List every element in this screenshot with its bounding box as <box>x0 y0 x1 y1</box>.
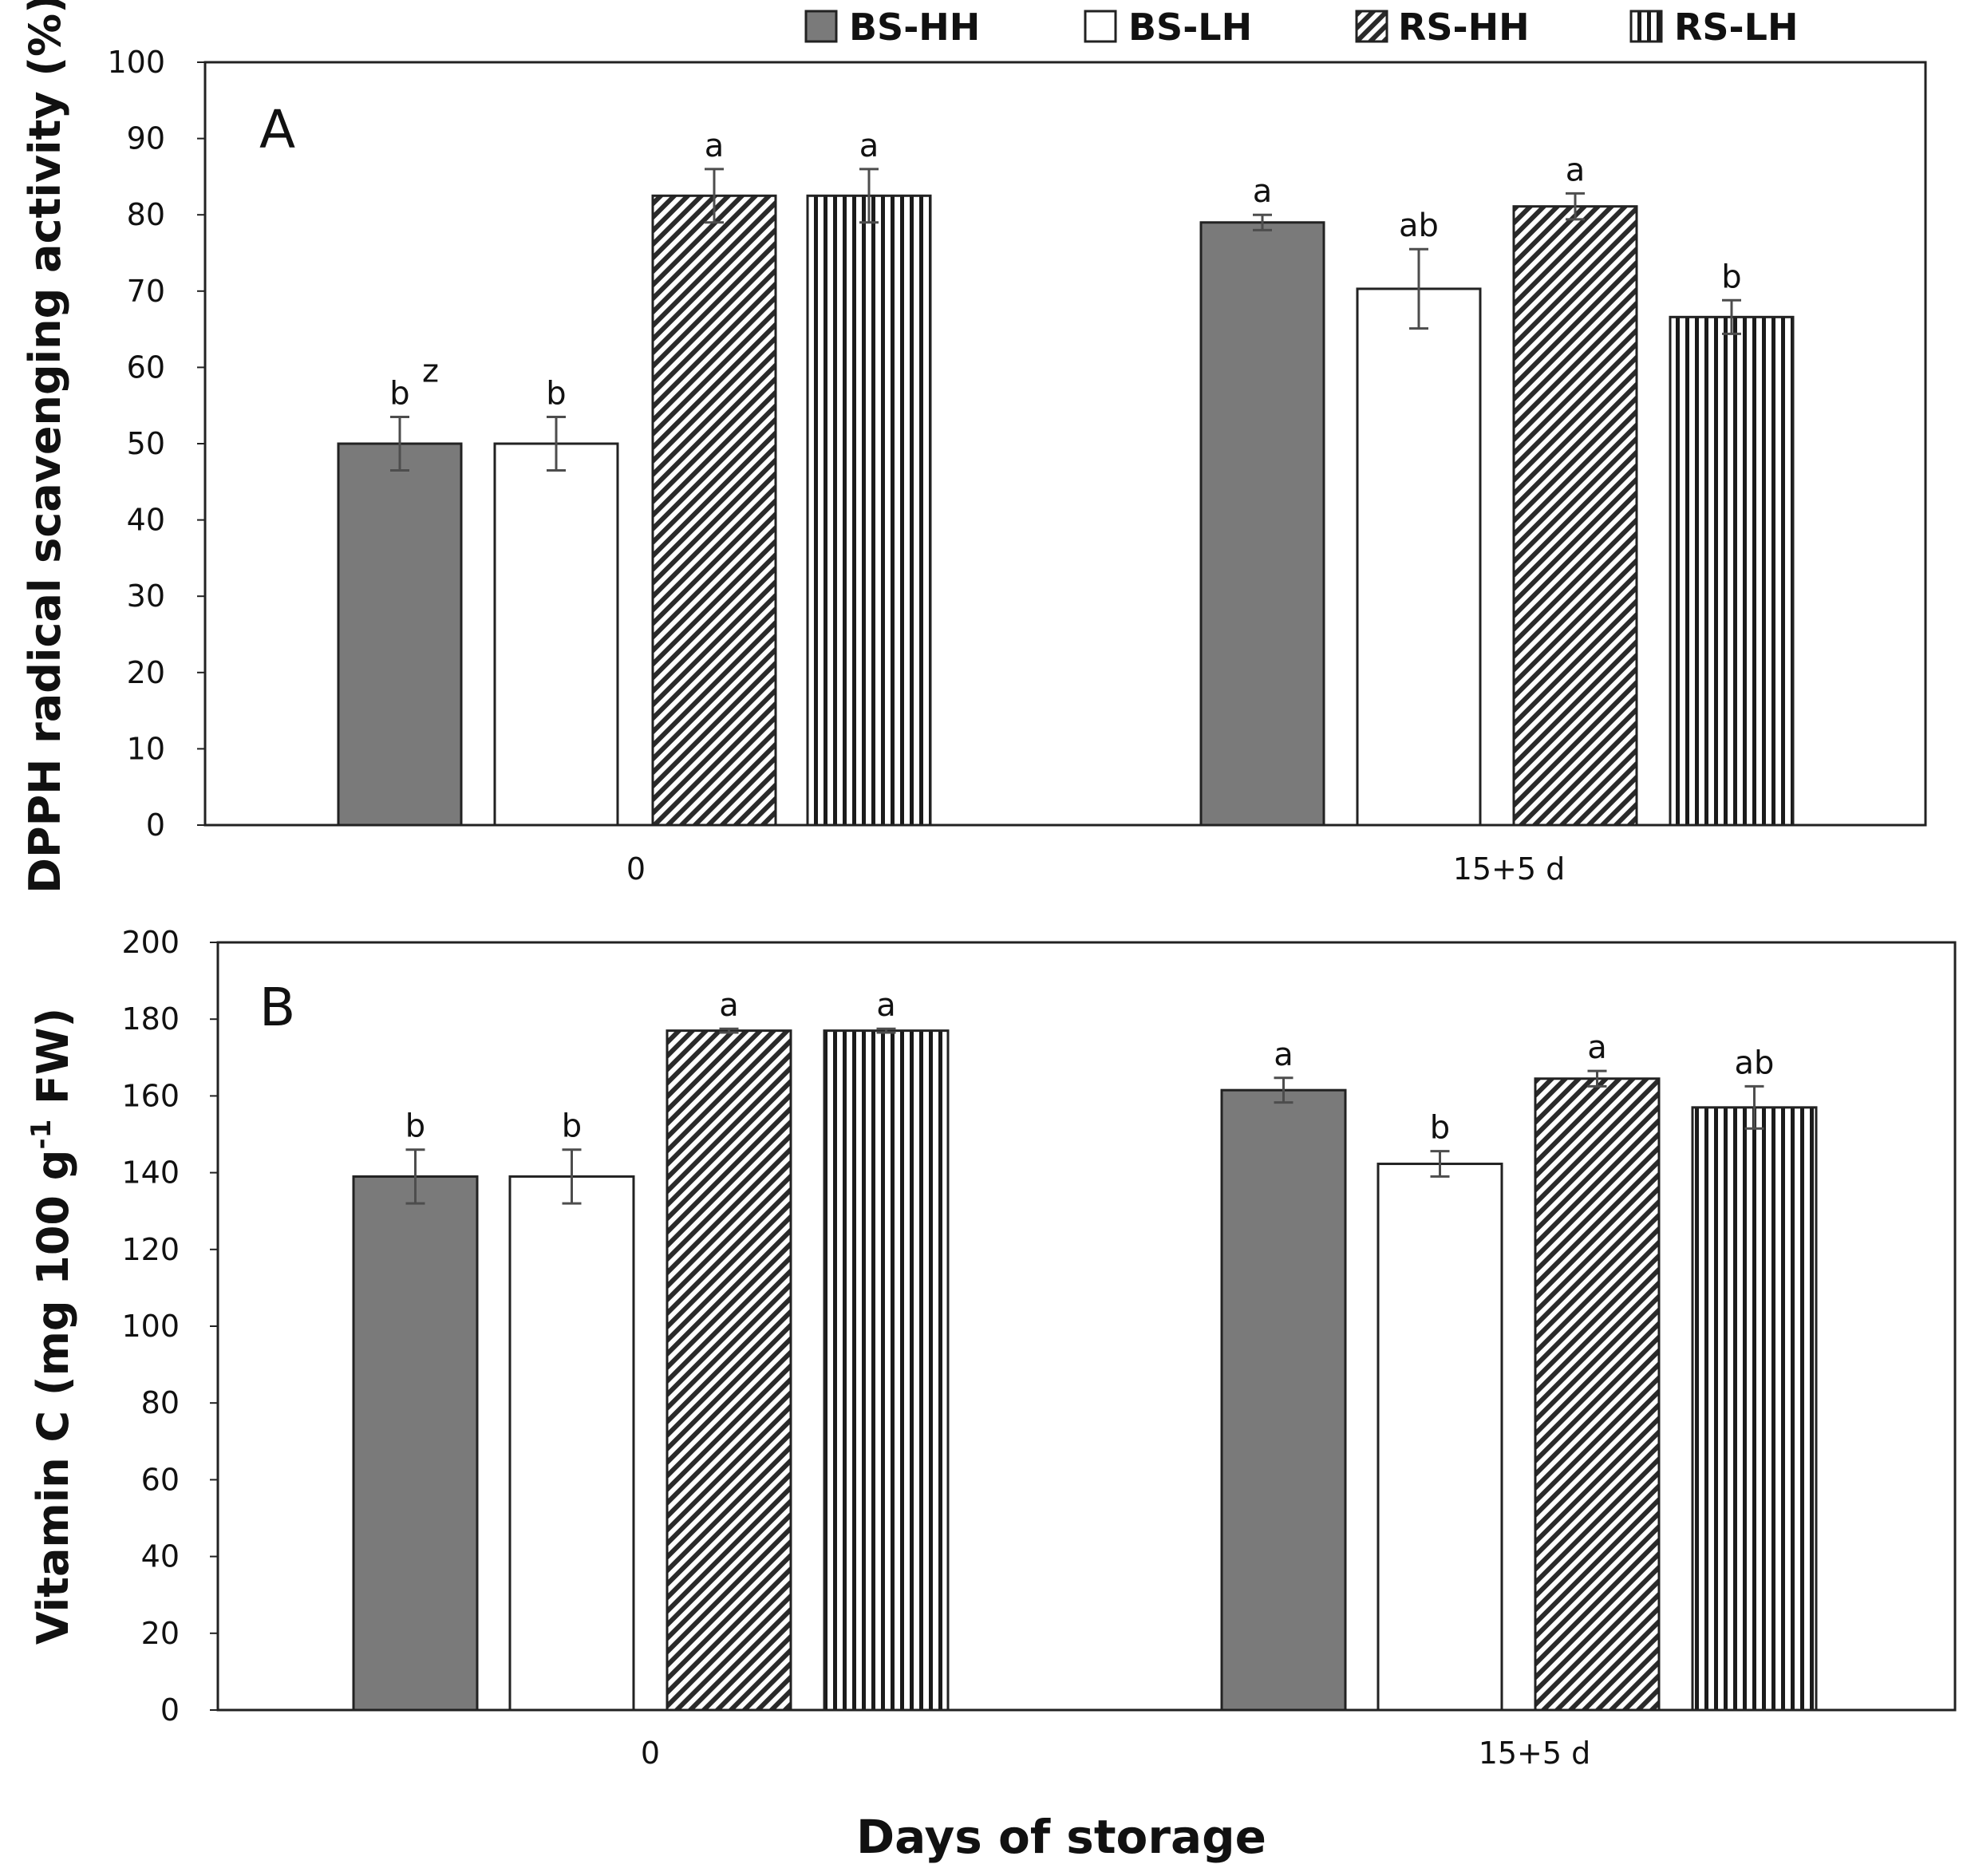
panel-b-y-tick-label: 80 <box>141 1385 180 1420</box>
panel-b-y-axis-title-superscript: -1 <box>26 1120 57 1150</box>
x-axis-title: Days of storage <box>856 1810 1266 1864</box>
panel-a-y-tick-label: 60 <box>127 350 165 385</box>
panel-a-error-bar <box>1566 192 1585 221</box>
legend-swatch-rs-lh <box>1629 10 1663 43</box>
legend-label-rs-lh: RS-LH <box>1674 6 1798 49</box>
panel-a-bar-bs-hh <box>337 442 463 827</box>
panel-b-bar-bs-lh <box>1376 1163 1503 1712</box>
panel-b-y-axis-title: Vitamin C (mg 100 g-1 FW) <box>26 1008 78 1645</box>
panel-b-significance-letter: b <box>405 1108 425 1145</box>
panel-b-y-tick-label: 40 <box>141 1539 180 1574</box>
panel-a-error-bar <box>390 416 409 472</box>
panel-b-y-axis-title-tail: FW) <box>28 1008 78 1120</box>
panel-a-significance-letter: a <box>1253 173 1273 210</box>
panel-b-y-axis-title-main: Vitamin C (mg 100 g <box>28 1150 78 1645</box>
panel-b-y-tick-label: 200 <box>121 925 180 960</box>
panel-b-significance-letter: b <box>562 1108 582 1145</box>
panel-a-error-bar <box>1722 298 1741 335</box>
panel-a-bar-rs-hh <box>651 194 777 827</box>
panel-a-significance-letter: a <box>705 128 725 164</box>
panel-b-error-bar <box>1587 1069 1607 1088</box>
legend-swatch-rs-hh <box>1355 10 1388 43</box>
panel-a-bar-rs-lh <box>806 194 932 827</box>
panel-a-bar-rs-hh <box>1512 205 1638 827</box>
panel-a-plot-frame <box>203 61 1927 827</box>
panel-b-y-tick-label: 0 <box>160 1692 180 1728</box>
panel-a-y-tick-label: 100 <box>107 45 165 80</box>
panel-b-y-tick-label: 160 <box>121 1078 180 1113</box>
legend-label-bs-lh: BS-LH <box>1128 6 1252 49</box>
panel-b-error-bar <box>876 1027 896 1034</box>
panel-a-x-category-label: 15+5 d <box>1453 851 1566 887</box>
panel-a-bar-rs-lh <box>1669 315 1795 827</box>
panel-a-y-tick-label: 50 <box>127 426 165 461</box>
panel-b-error-bar <box>562 1148 582 1205</box>
panel-b-bar-bs-hh <box>1220 1088 1347 1712</box>
panel-b-error-bar <box>719 1027 739 1034</box>
panel-a-y-tick-label: 80 <box>127 197 165 232</box>
panel-a-y-tick-label: 10 <box>127 731 165 766</box>
panel-a-significance-letter: a <box>859 128 879 164</box>
panel-b-bar-rs-hh <box>666 1029 792 1712</box>
panel-b-bar-rs-lh <box>823 1029 950 1712</box>
panel-b-bar-rs-hh <box>1534 1077 1661 1712</box>
panel-b-error-bar <box>1430 1150 1450 1178</box>
panel-a-error-bar <box>705 168 724 224</box>
legend-label-bs-hh: BS-HH <box>849 6 980 49</box>
panel-a-y-tick-label: 90 <box>127 121 165 156</box>
panel-a-significance-letter: b <box>389 376 409 413</box>
panel-a-y-tick-label: 70 <box>127 274 165 309</box>
panel-a-error-bar <box>1253 213 1272 231</box>
panel-a-significance-letter: b <box>546 376 566 413</box>
legend: BS-HH BS-LH RS-HH RS-LH <box>804 6 1798 49</box>
panel-a-y-tick-label: 40 <box>127 503 165 538</box>
panel-b-y-tick-label: 140 <box>121 1155 180 1191</box>
panel-b-x-category-label: 0 <box>641 1736 660 1771</box>
panel-b-significance-letter: b <box>1430 1110 1450 1147</box>
panel-a-x-category-label: 0 <box>626 851 646 887</box>
panel-a-y-tick-label: 0 <box>146 808 165 843</box>
panel-b-significance-letter: ab <box>1735 1045 1775 1081</box>
panel-a-y-axis-title: DPPH radical scavenging activity (%) <box>20 0 70 894</box>
panel-a-significance-superscript: z <box>422 353 439 390</box>
panel-b-bar-bs-hh <box>352 1175 479 1712</box>
panel-b-label: B <box>259 977 295 1038</box>
panel-b-error-bar <box>1744 1084 1764 1130</box>
panel-a-bar-bs-lh <box>1356 287 1482 827</box>
panel-a-bar-bs-lh <box>493 442 619 827</box>
panel-b-significance-letter: a <box>1274 1037 1294 1073</box>
panel-b-bar-rs-lh <box>1691 1106 1818 1712</box>
panel-a-significance-letter: b <box>1721 259 1741 295</box>
legend-label-rs-hh: RS-HH <box>1398 6 1530 49</box>
panel-a-y-tick-label: 20 <box>127 655 165 690</box>
panel-b-bar-bs-lh <box>508 1175 635 1712</box>
panel-b-x-category-label: 15+5 d <box>1479 1736 1591 1771</box>
panel-a-error-bar <box>859 168 879 224</box>
panel-b-error-bar <box>405 1148 425 1205</box>
panel-b-significance-letter: a <box>1587 1029 1607 1066</box>
panel-a-error-bar <box>1409 247 1428 330</box>
legend-swatch-bs-lh <box>1084 10 1117 43</box>
panel-b-y-tick-label: 20 <box>141 1616 180 1651</box>
panel-a-y-tick-label: 30 <box>127 579 165 614</box>
panel-a-label: A <box>259 99 295 160</box>
panel-b-significance-letter: a <box>876 987 896 1024</box>
legend-swatch-bs-hh <box>804 10 838 43</box>
panel-b-y-tick-label: 120 <box>121 1232 180 1267</box>
panel-b-y-tick-label: 100 <box>121 1309 180 1344</box>
panel-a-significance-letter: ab <box>1399 207 1439 244</box>
panel-b-y-tick-label: 180 <box>121 1001 180 1037</box>
panel-a-error-bar <box>547 416 566 472</box>
panel-a-significance-letter: a <box>1566 152 1586 188</box>
panel-a-bar-bs-hh <box>1199 221 1325 827</box>
panel-b-y-tick-label: 60 <box>141 1462 180 1497</box>
panel-b-error-bar <box>1274 1076 1294 1104</box>
panel-b-significance-letter: a <box>719 987 739 1024</box>
